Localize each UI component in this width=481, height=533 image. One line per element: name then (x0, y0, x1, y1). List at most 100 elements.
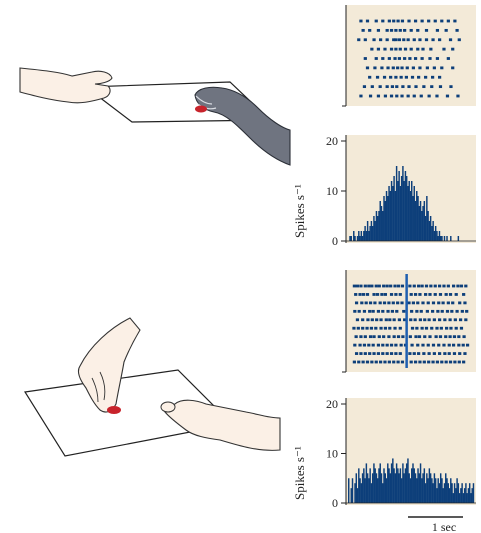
bottom-histogram-bar (382, 483, 384, 503)
top-histogram-bar (409, 191, 412, 241)
bottom-raster-spike (352, 326, 356, 330)
bottom-histogram-bar (438, 483, 441, 503)
bottom-raster-spike (370, 360, 374, 364)
top-illustration (19, 67, 291, 166)
top-raster-spike (408, 57, 412, 60)
top-raster-spike (395, 94, 399, 98)
top-raster-spike (372, 38, 376, 42)
bottom-raster-spike (353, 309, 357, 313)
bottom-raster-spike (381, 309, 385, 313)
bottom-histogram-bar (403, 473, 405, 503)
top-histogram-bar (376, 216, 379, 241)
top-raster-spike (370, 85, 374, 89)
bottom-raster-spike (363, 284, 367, 288)
top-raster-spike (373, 66, 377, 70)
bottom-raster-spike (377, 335, 381, 339)
bottom-raster-spike (409, 360, 413, 364)
top-raster-spike (374, 57, 378, 60)
top-histogram-bar (419, 201, 422, 241)
bottom-raster-spike (410, 309, 414, 313)
top-raster-spike (376, 28, 381, 32)
bottom-raster-spike (445, 326, 449, 330)
bottom-raster-spike (399, 343, 403, 347)
bottom-raster-spike (389, 284, 393, 288)
bottom-raster-spike (444, 335, 448, 339)
bottom-raster-spike (445, 309, 450, 313)
bottom-raster-spike (431, 343, 436, 347)
top-histogram-bar (416, 191, 418, 241)
bottom-histogram-bar (458, 493, 461, 503)
top-raster-spike (435, 28, 440, 32)
top-raster-spike (396, 66, 400, 70)
bottom-histogram-bar (418, 473, 421, 503)
top-raster-spike (413, 57, 418, 60)
top-raster-spike (442, 47, 446, 51)
bottom-raster-spike (385, 343, 389, 347)
bottom-histogram-bar (465, 483, 467, 503)
bottom-histogram-bar (426, 473, 428, 503)
bottom-raster-spike (361, 360, 365, 364)
bottom-raster-spike (457, 335, 461, 339)
bottom-histogram-bar (393, 468, 395, 503)
bottom-raster-spike (408, 284, 412, 288)
bottom-raster-spike (403, 318, 407, 322)
top-raster-spike (421, 47, 425, 51)
top-raster-spike (435, 57, 440, 60)
top-raster-spike (451, 47, 455, 51)
bottom-raster-spike (371, 343, 375, 347)
bottom-histogram-bar (370, 483, 373, 503)
bottom-raster-spike (439, 326, 443, 330)
top-histogram-bar (418, 206, 421, 241)
bottom-raster-spike (413, 318, 417, 322)
bottom-raster-spike (366, 318, 370, 322)
bottom-raster-spike (412, 352, 416, 355)
bottom-raster-spike (358, 343, 362, 347)
bottom-raster-spike (376, 343, 381, 347)
bottom-raster-spike (387, 360, 391, 364)
top-histogram-bar (411, 181, 413, 241)
top-histogram-bar (412, 196, 414, 241)
bottom-raster-spike (420, 326, 424, 330)
bottom-raster-spike (448, 360, 453, 364)
bottom-raster-spike (426, 301, 430, 305)
bottom-raster-spike (389, 343, 394, 347)
bottom-histogram-bar (429, 473, 432, 503)
bottom-histogram-bar (407, 458, 409, 503)
top-raster-spike (382, 75, 387, 79)
human-thumb (160, 401, 176, 413)
bottom-histogram-bar (462, 493, 465, 503)
bottom-raster-spike (352, 284, 356, 288)
top-raster-spike (407, 85, 411, 89)
bottom-raster-spike (361, 293, 366, 296)
bottom-histogram-ytick-label: 10 (326, 447, 338, 461)
top-raster-spike (432, 66, 436, 70)
bottom-histogram-bar (361, 473, 364, 503)
top-raster-spike (424, 38, 429, 42)
bottom-raster-spike (391, 301, 395, 305)
top-raster-spike (410, 75, 415, 79)
bottom-raster-spike (453, 360, 457, 364)
top-histogram-bar (358, 231, 360, 241)
top-raster-spike (396, 19, 400, 23)
bottom-raster-spike (435, 326, 439, 330)
bottom-raster-spike (358, 293, 362, 296)
bottom-raster-spike (457, 343, 461, 347)
top-histogram-bar (427, 211, 429, 241)
bottom-histogram-bar (400, 478, 403, 503)
bottom-histogram-bar (409, 478, 412, 503)
bottom-histogram-bar (404, 468, 407, 503)
bottom-raster-spike (376, 309, 381, 313)
top-raster-spike (425, 66, 429, 70)
top-raster-spike (400, 94, 404, 98)
bottom-raster-spike (462, 293, 466, 296)
bottom-raster-spike (396, 301, 400, 305)
top-raster-spike (397, 38, 401, 42)
top-histogram-bar (443, 236, 446, 241)
top-raster-spike (374, 19, 378, 23)
bottom-raster-spike (400, 360, 405, 364)
bottom-histogram-bar (470, 493, 472, 503)
human-hand-finger-lines (91, 371, 106, 403)
top-raster-spike (451, 66, 455, 70)
top-raster-spike (418, 66, 422, 70)
top-raster-spike (431, 38, 435, 42)
